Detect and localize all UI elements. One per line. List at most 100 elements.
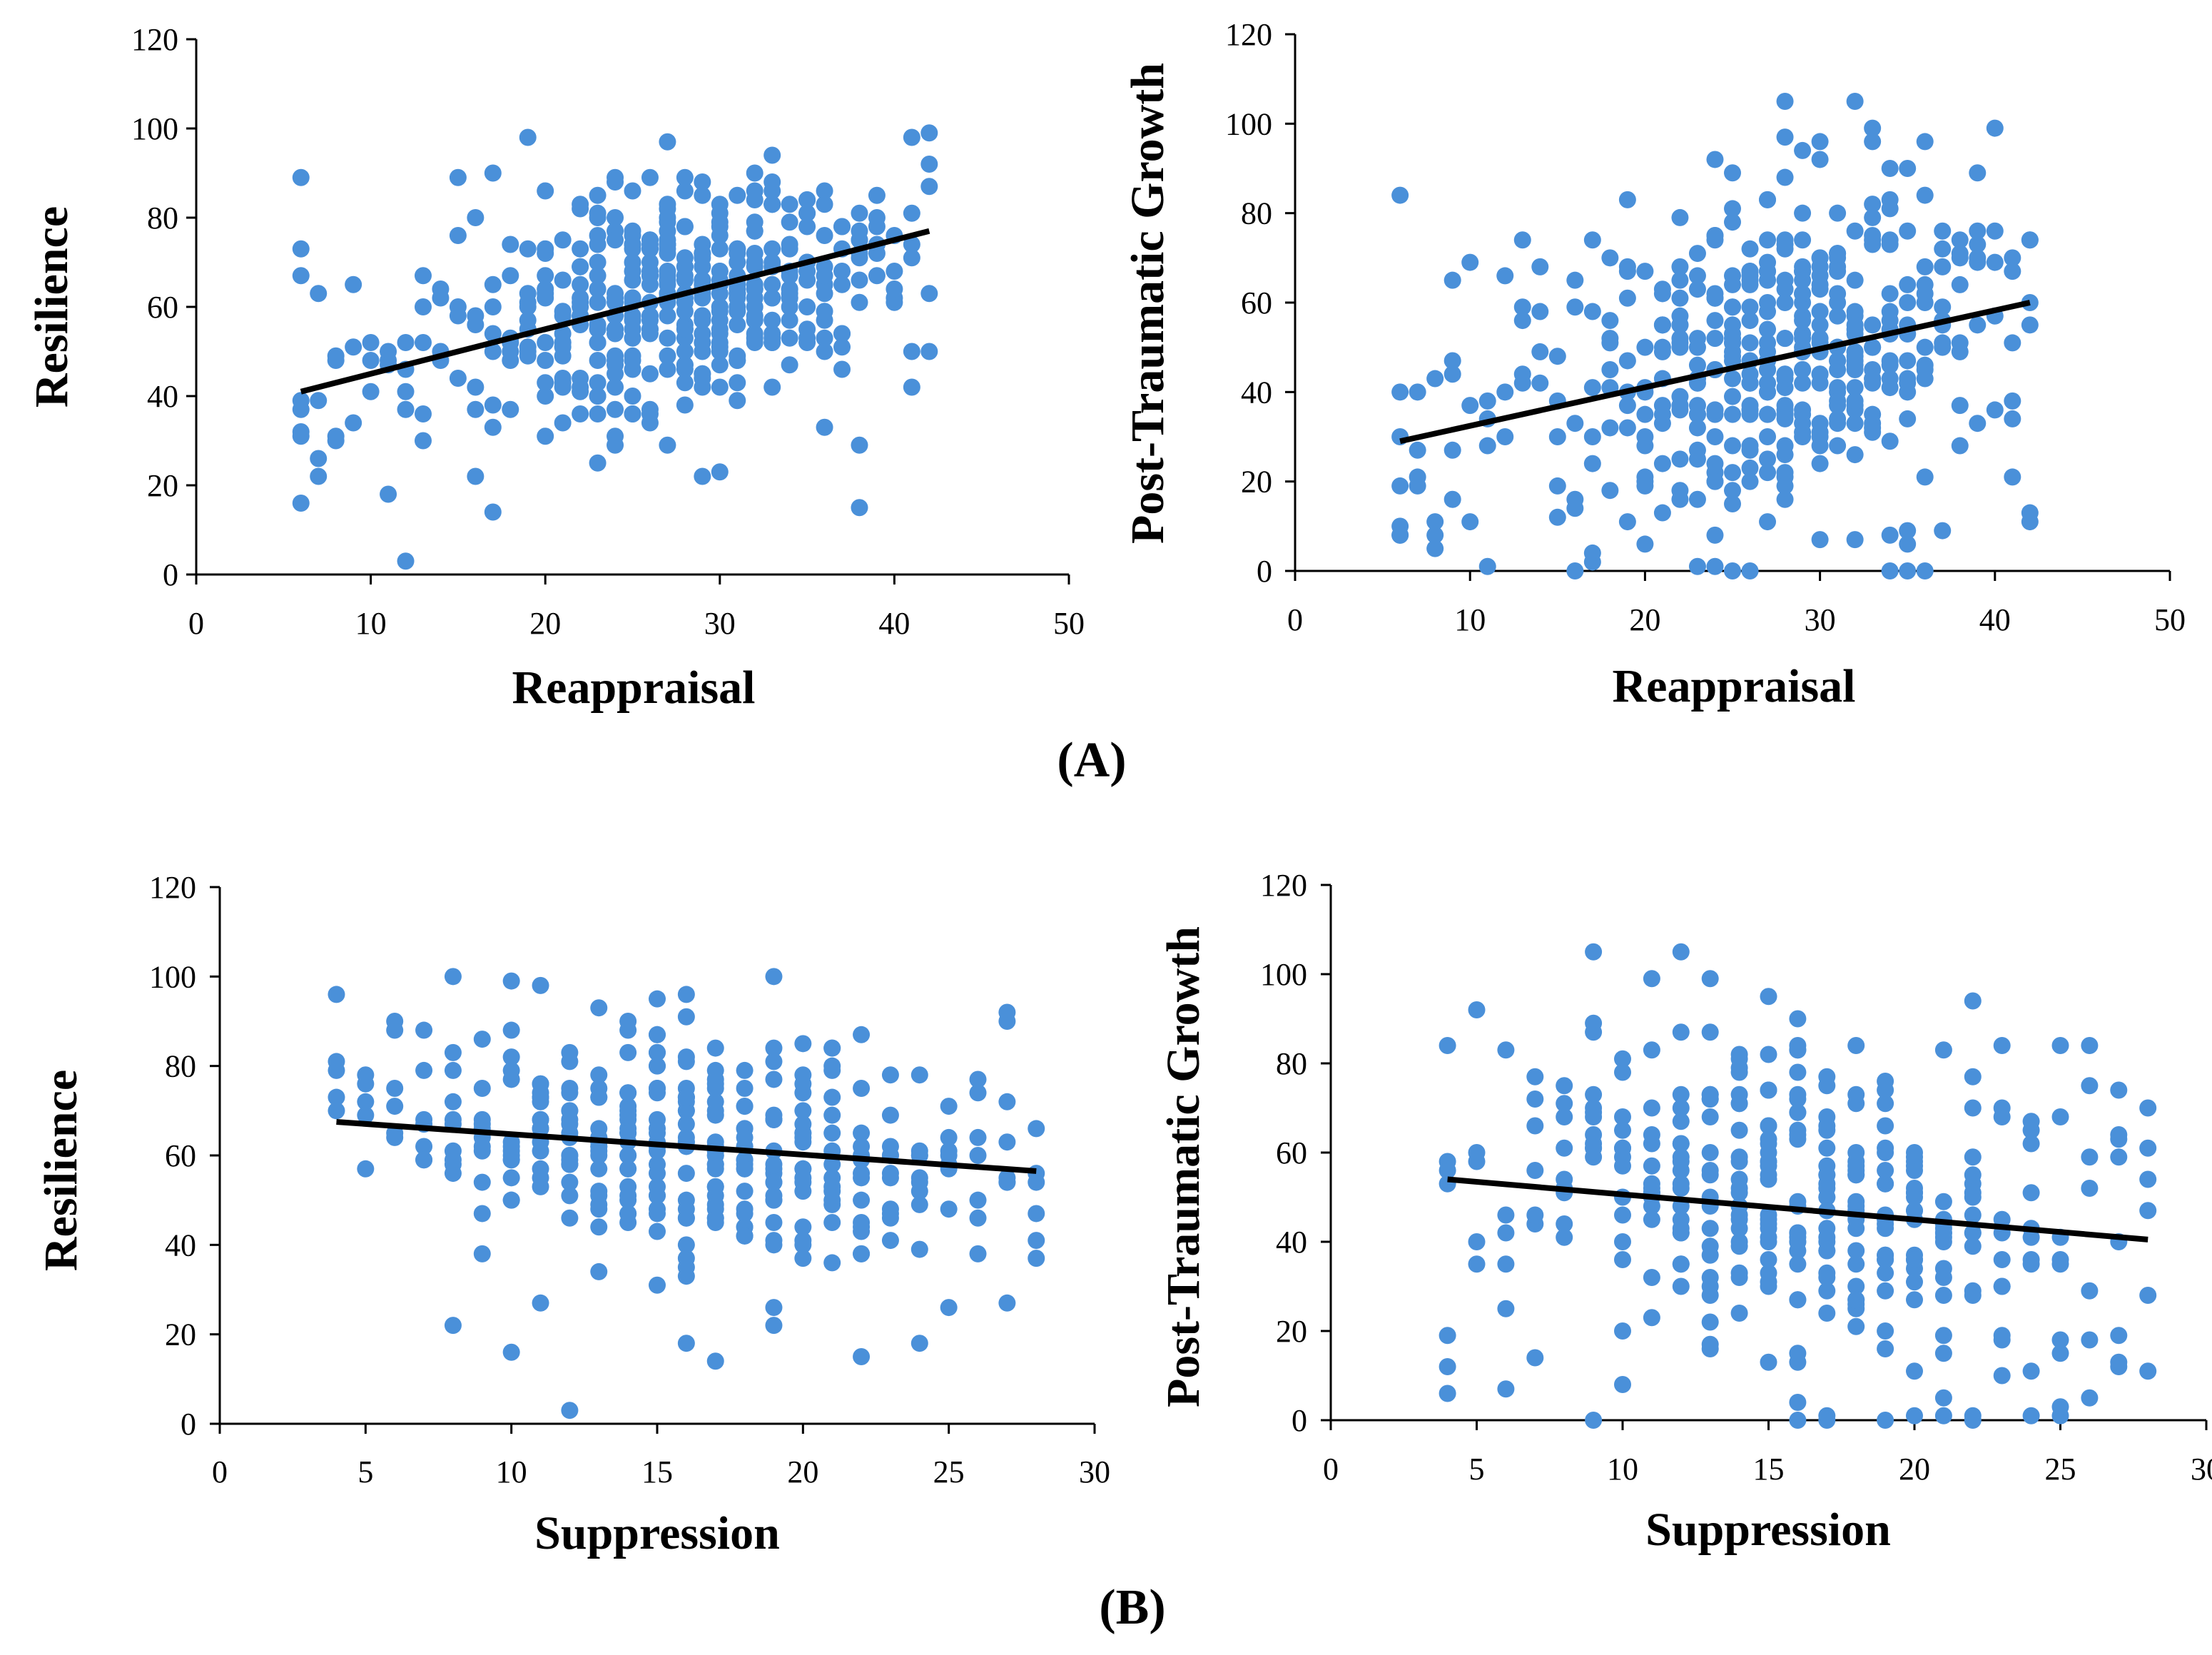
data-point <box>473 1138 491 1155</box>
data-point <box>659 133 676 151</box>
data-point <box>1531 343 1549 360</box>
data-point <box>1614 1206 1631 1224</box>
data-point <box>449 168 467 186</box>
data-point <box>1811 151 1829 168</box>
data-point <box>920 178 938 196</box>
data-point <box>2110 1327 2128 1345</box>
y-tick-label: 120 <box>149 870 196 905</box>
data-point <box>537 374 554 392</box>
data-point <box>1811 415 1829 432</box>
data-point <box>414 298 432 315</box>
data-point <box>1846 348 1864 365</box>
data-point <box>1818 1139 1836 1157</box>
data-point <box>729 316 746 333</box>
data-point <box>1391 383 1409 401</box>
data-point <box>292 392 310 410</box>
data-point <box>1585 943 1603 961</box>
data-point <box>444 1061 462 1079</box>
data-point <box>649 1043 666 1061</box>
data-point <box>2051 1037 2069 1054</box>
data-point <box>910 1147 928 1164</box>
data-point <box>1934 1345 1952 1362</box>
data-point <box>649 1110 666 1128</box>
data-point <box>1672 1277 1690 1295</box>
data-point <box>1964 1412 1982 1429</box>
data-point <box>590 1120 608 1138</box>
y-axis-label: Resilience <box>26 206 78 408</box>
data-point <box>940 1200 958 1218</box>
data-point <box>1730 1170 1748 1188</box>
data-point <box>624 263 641 280</box>
data-point <box>1760 1233 1777 1250</box>
x-axis-label: Suppression <box>534 1507 780 1559</box>
data-point <box>1618 352 1636 370</box>
data-point <box>502 1138 520 1155</box>
data-point <box>1864 405 1882 423</box>
data-point <box>554 303 572 320</box>
data-point <box>310 467 328 485</box>
data-point <box>1847 1037 1865 1054</box>
data-point <box>537 289 554 307</box>
data-point <box>1993 1277 2011 1295</box>
data-point <box>1964 1184 1982 1202</box>
data-point <box>676 374 694 392</box>
data-point <box>765 1214 783 1231</box>
data-point <box>677 1102 695 1120</box>
data-point <box>706 1061 724 1079</box>
data-point <box>729 240 746 258</box>
data-point <box>1653 343 1671 360</box>
data-point <box>763 378 781 396</box>
data-point <box>1496 267 1514 285</box>
data-point <box>1643 970 1660 988</box>
y-tick-label: 0 <box>1292 1403 1307 1438</box>
data-point <box>2110 1148 2128 1166</box>
data-point <box>1818 1180 1836 1197</box>
data-point <box>519 240 537 258</box>
data-point <box>1969 415 1987 432</box>
data-point <box>1789 1010 1807 1028</box>
data-point <box>659 213 676 231</box>
y-tick-label: 80 <box>165 1049 196 1084</box>
data-point <box>998 1013 1016 1030</box>
data-point <box>1556 1077 1573 1095</box>
data-point <box>467 378 484 396</box>
data-point <box>1759 464 1777 482</box>
data-point <box>853 1223 871 1240</box>
data-point <box>798 218 816 236</box>
trend-line <box>1399 300 2031 445</box>
x-tick-label: 40 <box>1979 602 2011 637</box>
data-point <box>1583 553 1601 571</box>
data-point <box>1601 249 1619 267</box>
data-point <box>1829 294 1847 311</box>
data-point <box>765 1053 783 1071</box>
data-point <box>327 352 345 369</box>
data-point <box>659 245 676 262</box>
data-point <box>823 1039 841 1057</box>
data-point <box>676 343 694 360</box>
data-point <box>1864 361 1882 378</box>
data-point <box>1934 1041 1952 1059</box>
data-point <box>1028 1250 1045 1267</box>
data-point <box>1741 334 1759 352</box>
data-point <box>706 1209 724 1227</box>
data-point <box>1964 992 1982 1010</box>
x-tick-label: 5 <box>1469 1452 1485 1487</box>
data-point <box>763 173 781 191</box>
data-point <box>886 280 903 298</box>
data-point <box>1864 119 1882 137</box>
data-point <box>763 146 781 164</box>
data-point <box>590 1088 608 1106</box>
data-point <box>1776 330 1794 348</box>
data-point <box>1864 423 1882 441</box>
data-point <box>1964 1224 1982 1242</box>
x-tick-label: 50 <box>1053 606 1085 641</box>
data-point <box>1444 490 1461 508</box>
data-point <box>561 1187 579 1205</box>
data-point <box>1818 1282 1836 1300</box>
data-point <box>729 374 746 392</box>
data-point <box>1759 334 1777 352</box>
data-point <box>2051 1331 2069 1349</box>
data-point <box>619 1084 637 1102</box>
data-point <box>1741 374 1759 392</box>
data-point <box>1934 1228 1952 1246</box>
